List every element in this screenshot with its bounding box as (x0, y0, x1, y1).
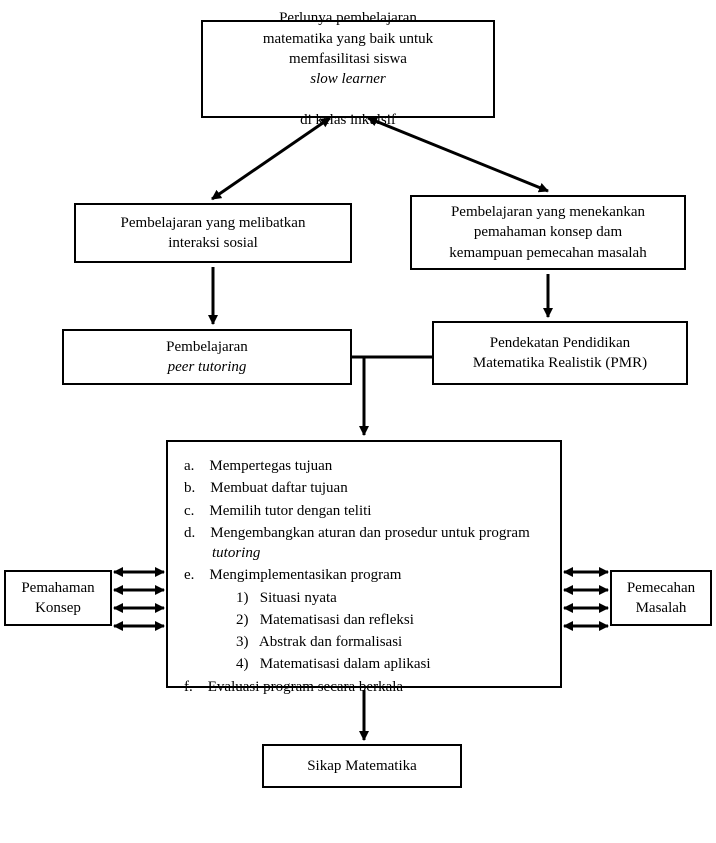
list-item: Matematisasi dan refleksi (236, 610, 544, 630)
box-side-right: PemecahanMasalah (610, 570, 712, 626)
box-bottom: Sikap Matematika (262, 744, 462, 788)
list-item: Abstrak dan formalisasi (236, 632, 544, 652)
box-side-left: PemahamanKonsep (4, 570, 112, 626)
list-item: Memilih tutor dengan teliti (184, 501, 544, 521)
list-item: Situasi nyata (236, 588, 544, 608)
sub-list: Situasi nyataMatematisasi dan refleksiAb… (212, 588, 544, 675)
box-left2: Pembelajaran peer tutoring (62, 329, 352, 385)
list-item: Evaluasi program secara berkala (184, 677, 544, 697)
list-item: Mengembangkan aturan dan prosedur untuk … (184, 523, 544, 564)
list-item: Matematisasi dalam aplikasi (236, 654, 544, 674)
box-left1: Pembelajaran yang melibatkaninteraksi so… (74, 203, 352, 263)
box-right2: Pendekatan PendidikanMatematika Realisti… (432, 321, 688, 385)
list-item: Mempertegas tujuan (184, 456, 544, 476)
box-right1: Pembelajaran yang menekankanpemahaman ko… (410, 195, 686, 270)
box-center-list: Mempertegas tujuanMembuat daftar tujuan M… (166, 440, 562, 688)
box-top: Perlunya pembelajaranmatematika yang bai… (201, 20, 495, 118)
list-item: Mengimplementasikan program (184, 565, 544, 585)
procedure-list: Mempertegas tujuanMembuat daftar tujuan M… (184, 456, 544, 699)
list-item: Membuat daftar tujuan (184, 478, 544, 498)
